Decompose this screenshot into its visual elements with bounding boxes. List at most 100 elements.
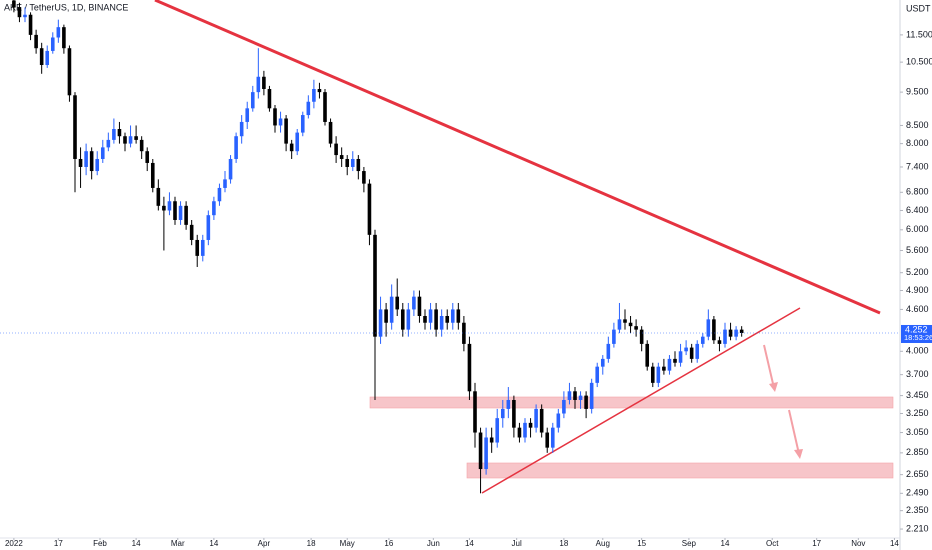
candle-body <box>250 92 255 109</box>
y-tick-label: 4.000 <box>906 346 929 356</box>
candle-body <box>667 358 672 371</box>
last-price-label: 4.252 <box>905 324 928 334</box>
y-tick-label: 2.210 <box>906 523 929 533</box>
candle-body <box>328 121 333 144</box>
candle-body <box>550 427 555 448</box>
y-tick-label: 5.200 <box>906 267 929 277</box>
candle-body <box>628 322 633 327</box>
candle-body <box>400 309 405 330</box>
candle-body <box>645 343 650 367</box>
candle-body <box>12 0 16 8</box>
candle-body <box>234 136 238 159</box>
candle-body <box>434 309 438 330</box>
support-trendline <box>481 307 801 494</box>
candles <box>12 0 744 494</box>
arrow-head <box>794 449 803 459</box>
candle-body <box>584 395 588 409</box>
x-tick-label: 18 <box>559 539 568 548</box>
x-tick-label: Mar <box>171 539 185 548</box>
candle-body <box>95 158 100 172</box>
candle-body <box>439 316 444 330</box>
candle-body <box>112 128 116 140</box>
candle-body <box>39 48 44 66</box>
candle-body <box>450 309 455 323</box>
candle-body <box>695 343 700 359</box>
candle-body <box>367 183 372 235</box>
candle-body <box>589 382 594 409</box>
x-tick-label: 15 <box>637 539 646 548</box>
candle-body <box>650 366 655 383</box>
candle-body <box>545 432 550 448</box>
candle-body <box>78 158 83 167</box>
candle-body <box>323 92 327 122</box>
candle-body <box>662 366 666 371</box>
candle-body <box>678 351 683 363</box>
candle-body <box>562 399 566 414</box>
x-tick-label: May <box>340 539 355 548</box>
candle-body <box>167 201 172 211</box>
candle-body <box>128 136 133 144</box>
y-tick-label: 5.600 <box>906 245 929 255</box>
candle-body <box>395 296 400 310</box>
candle-body <box>623 319 627 323</box>
x-tick-label: Sep <box>682 539 697 548</box>
x-tick-label: 17 <box>54 539 63 548</box>
candle-body <box>423 316 427 323</box>
candle-body <box>456 309 461 323</box>
candle-body <box>28 14 33 35</box>
candle-body <box>173 201 177 220</box>
candle-body <box>106 139 111 148</box>
y-tick-label: 3.250 <box>906 408 929 418</box>
x-tick-label: Jul <box>512 539 522 548</box>
candle-body <box>484 437 488 470</box>
candle-body <box>462 322 466 344</box>
x-tick-label: 18 <box>307 539 316 548</box>
candle-body <box>556 413 561 428</box>
y-tick-label: 2.490 <box>906 488 929 498</box>
candle-body <box>200 239 205 256</box>
candle-body <box>467 343 472 392</box>
candle-body <box>50 37 55 51</box>
candle-body <box>145 151 150 163</box>
candle-body <box>606 343 611 359</box>
candle-body <box>600 358 605 367</box>
candle-body <box>539 408 544 433</box>
candle-body <box>345 158 350 167</box>
candle-body <box>117 128 122 137</box>
chart-title: AKE / TetherUS, 1D, BINANCE <box>4 2 128 12</box>
last-price-box <box>901 324 932 343</box>
candle-body <box>723 329 727 344</box>
candle-body <box>312 88 316 102</box>
x-tick-label: Apr <box>258 539 271 548</box>
x-tick-label: Jun <box>427 539 440 548</box>
y-tick-label: 8.500 <box>906 120 929 130</box>
y-tick-label: 3.450 <box>906 390 929 400</box>
candle-body <box>295 132 300 152</box>
candle-body <box>300 115 305 133</box>
support-zone <box>466 462 894 479</box>
y-tick-label: 11.500 <box>906 29 932 39</box>
countdown: 18:53:26 <box>904 333 932 342</box>
candle-body <box>339 155 344 159</box>
candle-body <box>89 151 94 172</box>
candle-body <box>178 205 183 220</box>
candle-body <box>217 187 222 202</box>
y-tick-label: 3.050 <box>906 427 929 437</box>
candle-body <box>689 347 694 359</box>
candle-body <box>595 366 600 383</box>
candle-body <box>267 88 272 109</box>
x-tick-label: 2022 <box>5 539 23 548</box>
candle-body <box>56 27 61 38</box>
candle-body <box>500 408 505 419</box>
y-tick-label: 6.400 <box>906 205 929 215</box>
candle-body <box>223 179 227 188</box>
candle-body <box>406 309 411 330</box>
y-tick-label: 2.650 <box>906 469 929 479</box>
candle-body <box>34 34 38 49</box>
candle-body <box>478 432 483 470</box>
candle-body <box>417 296 422 317</box>
candle-body <box>150 162 155 188</box>
candle-body <box>445 316 450 323</box>
candle-body <box>373 234 377 337</box>
